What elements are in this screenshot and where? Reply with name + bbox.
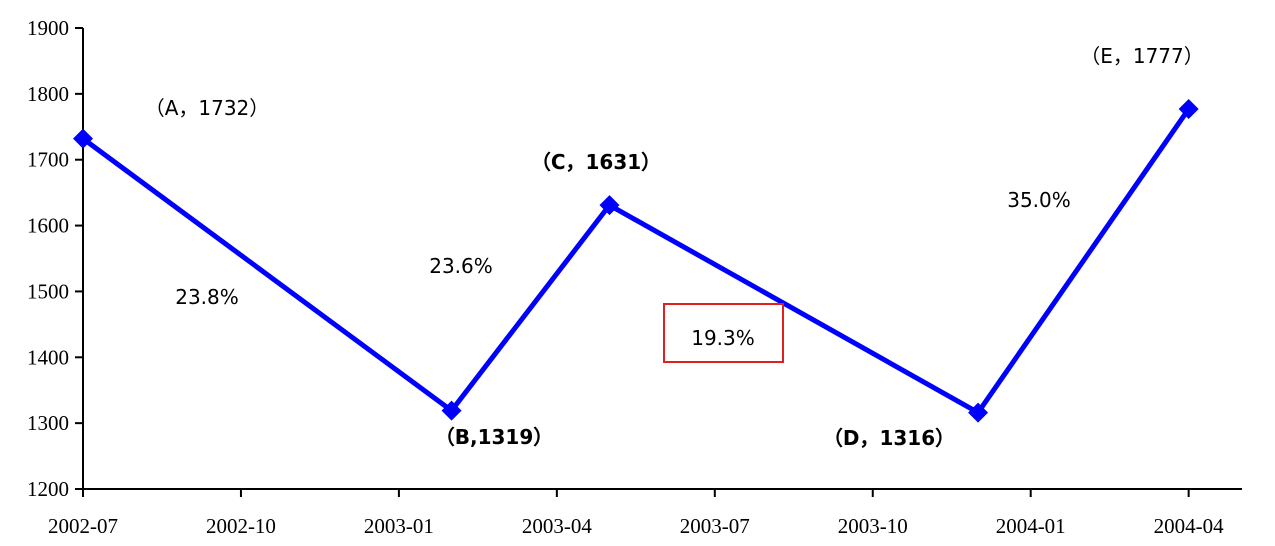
x-tick-label: 2003-04 [522, 514, 592, 538]
point-label: （A，1732） [145, 96, 270, 120]
highlight-box [663, 303, 784, 363]
y-tick-label: 1600 [27, 214, 69, 238]
series-group [73, 99, 1199, 423]
point-label: （E，1777） [1080, 44, 1204, 68]
segment-change-label: 19.3% [691, 326, 755, 350]
data-point-marker [968, 402, 989, 423]
x-tick-label: 2003-07 [680, 514, 750, 538]
data-point-marker [73, 128, 93, 149]
axes: 1200 1300 1400 1500 1600 1700 1800 1900 2002-07 2… [27, 16, 1242, 538]
point-label: （B,1319） [435, 425, 554, 449]
x-tick-label: 2004-04 [1154, 514, 1224, 538]
x-tick-label: 2003-01 [364, 514, 434, 538]
y-tick-label: 1800 [27, 82, 69, 106]
data-point-marker [1178, 99, 1199, 120]
y-tick-label: 1500 [27, 279, 69, 303]
segment-change-label: 23.6% [429, 254, 493, 278]
x-tick-label: 2002-10 [206, 514, 276, 538]
x-tick-label: 2002-07 [48, 514, 118, 538]
segment-change-label: 23.8% [175, 285, 239, 309]
y-tick-label: 1700 [27, 148, 69, 172]
annotations: （A，1732） （B,1319） （C，1631） （D，1316） （E，1777）… [145, 44, 1204, 450]
x-tick-label: 2003-10 [838, 514, 908, 538]
x-tick-label: 2004-01 [996, 514, 1066, 538]
point-label: （C，1631） [531, 150, 661, 174]
data-point-marker [599, 195, 620, 216]
point-label: （D，1316） [823, 426, 955, 450]
y-tick-label: 1900 [27, 16, 69, 40]
y-tick-label: 1400 [27, 345, 69, 369]
segment-change-label: 35.0% [1007, 188, 1071, 212]
data-point-marker [441, 400, 462, 421]
y-tick-label: 1300 [27, 411, 69, 435]
y-tick-label: 1200 [27, 477, 69, 501]
